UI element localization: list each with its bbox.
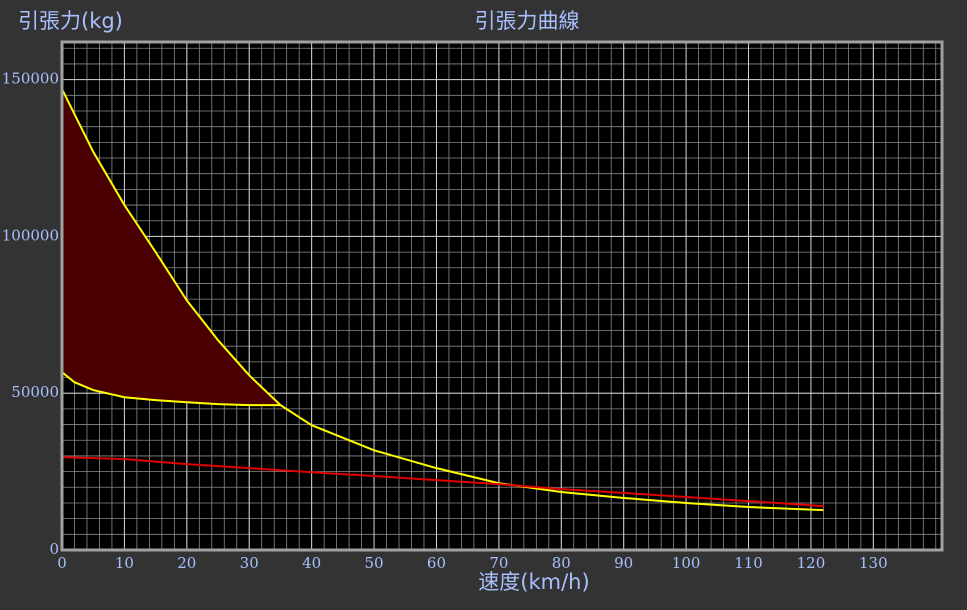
y-tick-label: 50000 (11, 383, 59, 401)
x-tick-label: 10 (115, 554, 134, 572)
series-line (61, 456, 824, 508)
y-tick-label: 150000 (2, 70, 59, 88)
plot-border (60, 40, 944, 552)
x-tick-label: 0 (57, 554, 67, 572)
x-tick-label: 40 (302, 554, 321, 572)
x-tick-label: 100 (672, 554, 701, 572)
x-tick-label: 90 (614, 554, 633, 572)
chart-title: 引張力曲線 (475, 9, 580, 33)
filled-area (62, 89, 281, 406)
series-line (61, 88, 824, 512)
x-tick-label: 110 (734, 554, 763, 572)
y-tick-label: 0 (49, 540, 59, 558)
x-tick-label: 70 (489, 554, 508, 572)
x-axis-label: 速度(km/h) (478, 570, 589, 594)
x-tick-label: 120 (797, 554, 826, 572)
x-tick-label: 130 (859, 554, 888, 572)
x-tick-label: 30 (240, 554, 259, 572)
plot-area (62, 42, 942, 550)
y-tick-label: 100000 (2, 226, 59, 244)
y-axis-label: 引張力(kg) (18, 9, 123, 33)
x-tick-label: 60 (427, 554, 446, 572)
x-tick-label: 20 (177, 554, 196, 572)
x-tick-label: 80 (552, 554, 571, 572)
series-line (61, 371, 281, 407)
x-tick-label: 50 (365, 554, 384, 572)
